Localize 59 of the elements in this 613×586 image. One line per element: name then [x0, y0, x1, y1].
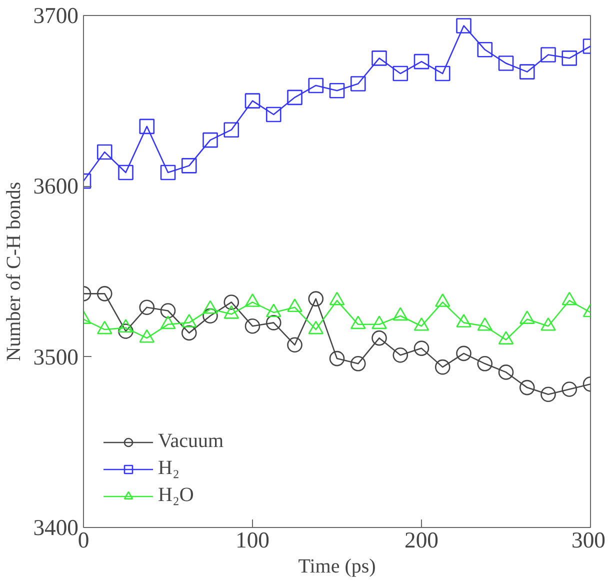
point: [118, 164, 134, 180]
x-tick-label: 300: [572, 528, 606, 552]
point: [477, 42, 493, 58]
point: [244, 318, 260, 334]
point: [308, 291, 324, 306]
point: [562, 382, 578, 397]
y-tick-label: 3400: [33, 515, 78, 540]
point: [392, 66, 408, 82]
point: [244, 93, 260, 108]
point: [414, 340, 430, 356]
y-tick-label: 3700: [33, 3, 78, 28]
point: [456, 18, 472, 34]
point: [350, 356, 366, 372]
point: [181, 158, 197, 174]
point: [266, 315, 282, 330]
point: [181, 325, 197, 341]
point: [118, 324, 134, 339]
point: [540, 386, 556, 402]
point: [434, 66, 450, 82]
point: [287, 90, 302, 106]
point: [160, 303, 176, 318]
point: [372, 50, 387, 66]
point: [139, 300, 155, 315]
legend-label: H₂: [158, 457, 180, 480]
y-tick-label: 3600: [33, 174, 78, 199]
y-axis-title: Number of C-H bonds: [3, 182, 26, 362]
point: [519, 64, 535, 80]
point: [498, 364, 514, 380]
point: [498, 56, 514, 71]
legend-label: Vacuum: [158, 430, 224, 453]
point: [96, 144, 112, 160]
point: [434, 359, 450, 375]
x-axis-title: Time (ps): [298, 556, 376, 578]
point: [372, 330, 387, 346]
point: [202, 308, 218, 324]
x-tick-label: 0: [78, 528, 90, 552]
y-tick-label: 3500: [33, 344, 78, 370]
point: [224, 294, 240, 310]
point: [519, 380, 535, 396]
x-tick-label: 200: [404, 528, 438, 552]
point: [477, 356, 493, 372]
point: [139, 118, 155, 134]
point: [224, 122, 240, 138]
point: [392, 347, 408, 363]
point: [540, 47, 556, 62]
point: [456, 346, 472, 362]
point: [562, 50, 578, 66]
point: [287, 337, 302, 353]
point: [308, 78, 324, 94]
point: [350, 76, 366, 92]
x-tick-label: 100: [236, 528, 270, 552]
point: [329, 82, 345, 98]
point: [414, 54, 430, 70]
point: [160, 164, 176, 180]
point: [329, 350, 345, 366]
point: [266, 106, 282, 122]
point: [96, 286, 112, 302]
point: [202, 132, 218, 148]
legend-label: H₂O: [158, 484, 194, 507]
